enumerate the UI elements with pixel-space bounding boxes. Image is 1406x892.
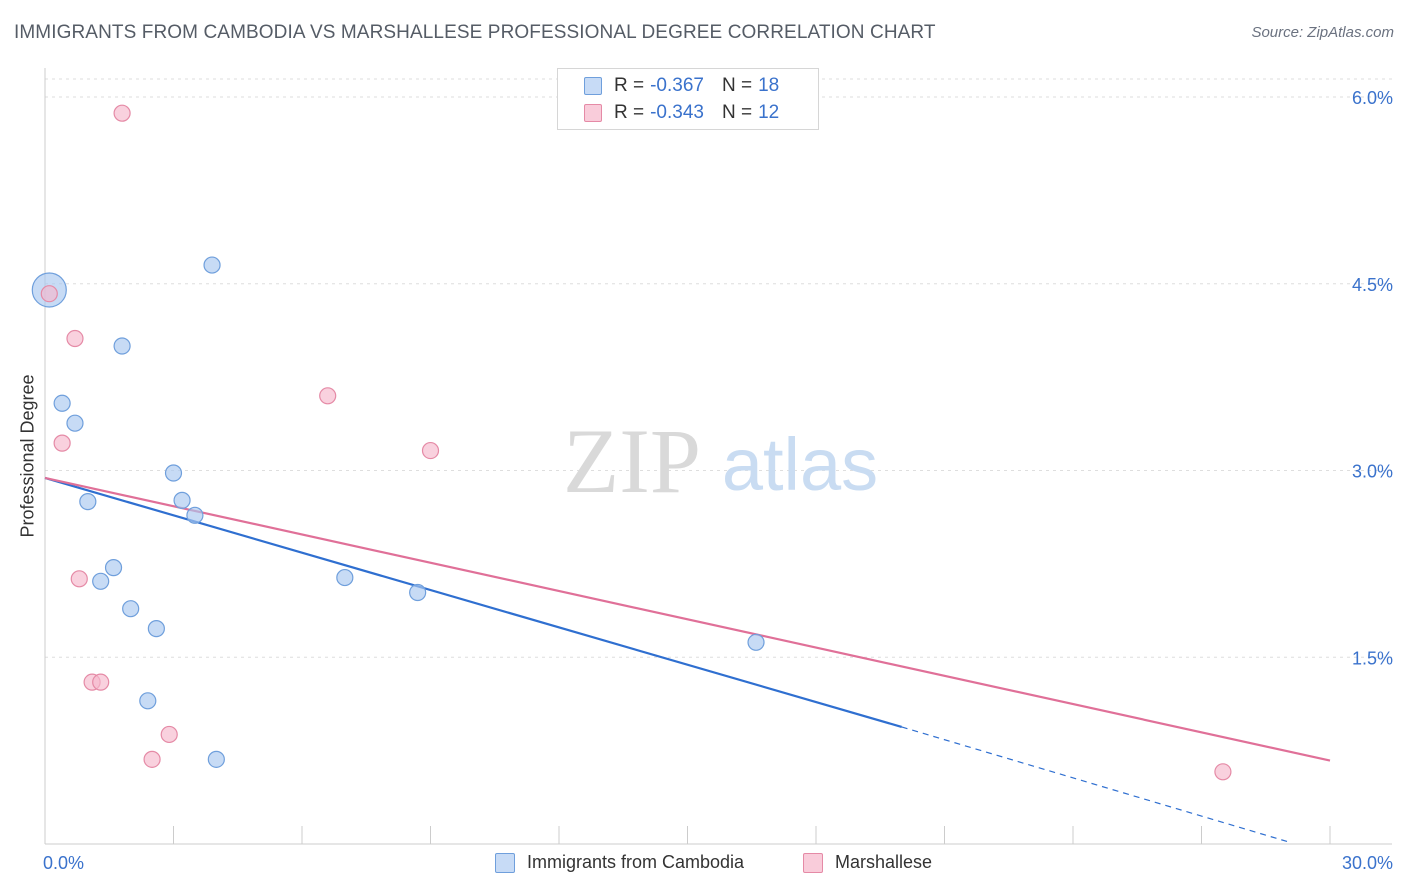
data-point-marshallese <box>319 387 337 405</box>
data-point-cambodia <box>92 572 110 590</box>
legend-swatch-marshallese <box>584 104 602 122</box>
data-point-cambodia <box>104 559 123 577</box>
legend: R = -0.367 N = 18 R = -0.343 N = 12 <box>557 68 819 130</box>
watermark-zip: ZIP <box>563 410 701 512</box>
bottom-legend-marshallese: Marshallese <box>803 852 932 873</box>
legend-row-cambodia: R = -0.367 N = 18 <box>584 73 779 99</box>
legend-n-label: N = <box>721 102 753 123</box>
trend-lines <box>44 476 1331 843</box>
data-point-cambodia <box>203 256 221 274</box>
data-point-cambodia <box>79 493 97 511</box>
bottom-legend-swatch-marshallese <box>803 852 823 873</box>
data-point-cambodia <box>747 633 765 651</box>
data-point-cambodia <box>164 464 183 482</box>
trend-line-marshallese <box>44 476 1331 762</box>
bottom-legend-label-cambodia: Immigrants from Cambodia <box>527 852 745 872</box>
data-point-cambodia <box>173 491 191 509</box>
legend-swatch-cambodia <box>584 77 602 95</box>
legend-r-label: R = <box>614 75 645 96</box>
data-point-cambodia <box>186 506 204 524</box>
data-points <box>31 104 1232 781</box>
x-tick-label: 0.0% <box>43 853 84 873</box>
y-axis-label: Professional Degree <box>17 374 38 538</box>
watermark-atlas: atlas <box>722 423 878 506</box>
x-tick-label: 30.0% <box>1342 853 1393 873</box>
bottom-legend-label-marshallese: Marshallese <box>835 852 933 872</box>
data-point-marshallese <box>113 104 131 122</box>
legend-row-marshallese: R = -0.343 N = 12 <box>584 100 779 126</box>
legend-r-label: R = <box>614 102 645 123</box>
data-point-cambodia <box>66 414 84 432</box>
data-point-cambodia <box>409 583 427 602</box>
y-tick-label: 3.0% <box>1352 462 1393 482</box>
bottom-legend-swatch-cambodia <box>495 852 515 873</box>
data-point-marshallese <box>40 285 58 303</box>
data-point-marshallese <box>66 329 84 348</box>
data-point-cambodia <box>139 692 157 710</box>
data-point-cambodia <box>207 750 225 768</box>
legend-r-value: -0.367 <box>650 75 704 96</box>
axes <box>44 68 1392 845</box>
y-tick-label: 1.5% <box>1352 648 1393 668</box>
data-point-cambodia <box>147 620 165 638</box>
chart-source: Source: ZipAtlas.com <box>1251 24 1394 41</box>
y-tick-label: 4.5% <box>1352 275 1393 295</box>
data-point-cambodia <box>53 394 71 412</box>
data-point-marshallese <box>421 441 440 460</box>
data-point-marshallese <box>92 673 110 691</box>
data-point-marshallese <box>143 750 161 768</box>
legend-n-value: 12 <box>758 102 780 123</box>
data-point-marshallese <box>53 434 71 452</box>
bottom-legend-cambodia: Immigrants from Cambodia <box>495 852 744 873</box>
gridlines <box>45 78 1392 658</box>
legend-n-value: 18 <box>758 75 780 96</box>
data-point-marshallese <box>70 570 88 588</box>
legend-r-value: -0.343 <box>650 102 704 123</box>
trend-line-cambodia <box>44 476 902 729</box>
legend-n-label: N = <box>721 75 753 96</box>
data-point-marshallese <box>160 725 178 744</box>
data-point-cambodia <box>336 568 354 587</box>
y-tick-label: 6.0% <box>1352 88 1393 108</box>
chart-title: IMMIGRANTS FROM CAMBODIA VS MARSHALLESE … <box>14 22 936 43</box>
data-point-marshallese <box>1214 763 1232 781</box>
data-point-cambodia <box>122 600 140 618</box>
trend-line-extension <box>901 726 1288 843</box>
data-point-cambodia <box>113 337 131 355</box>
tick-labels: 1.5% 3.0% 4.5% 6.0% 0.0% 30.0% <box>43 88 1393 873</box>
